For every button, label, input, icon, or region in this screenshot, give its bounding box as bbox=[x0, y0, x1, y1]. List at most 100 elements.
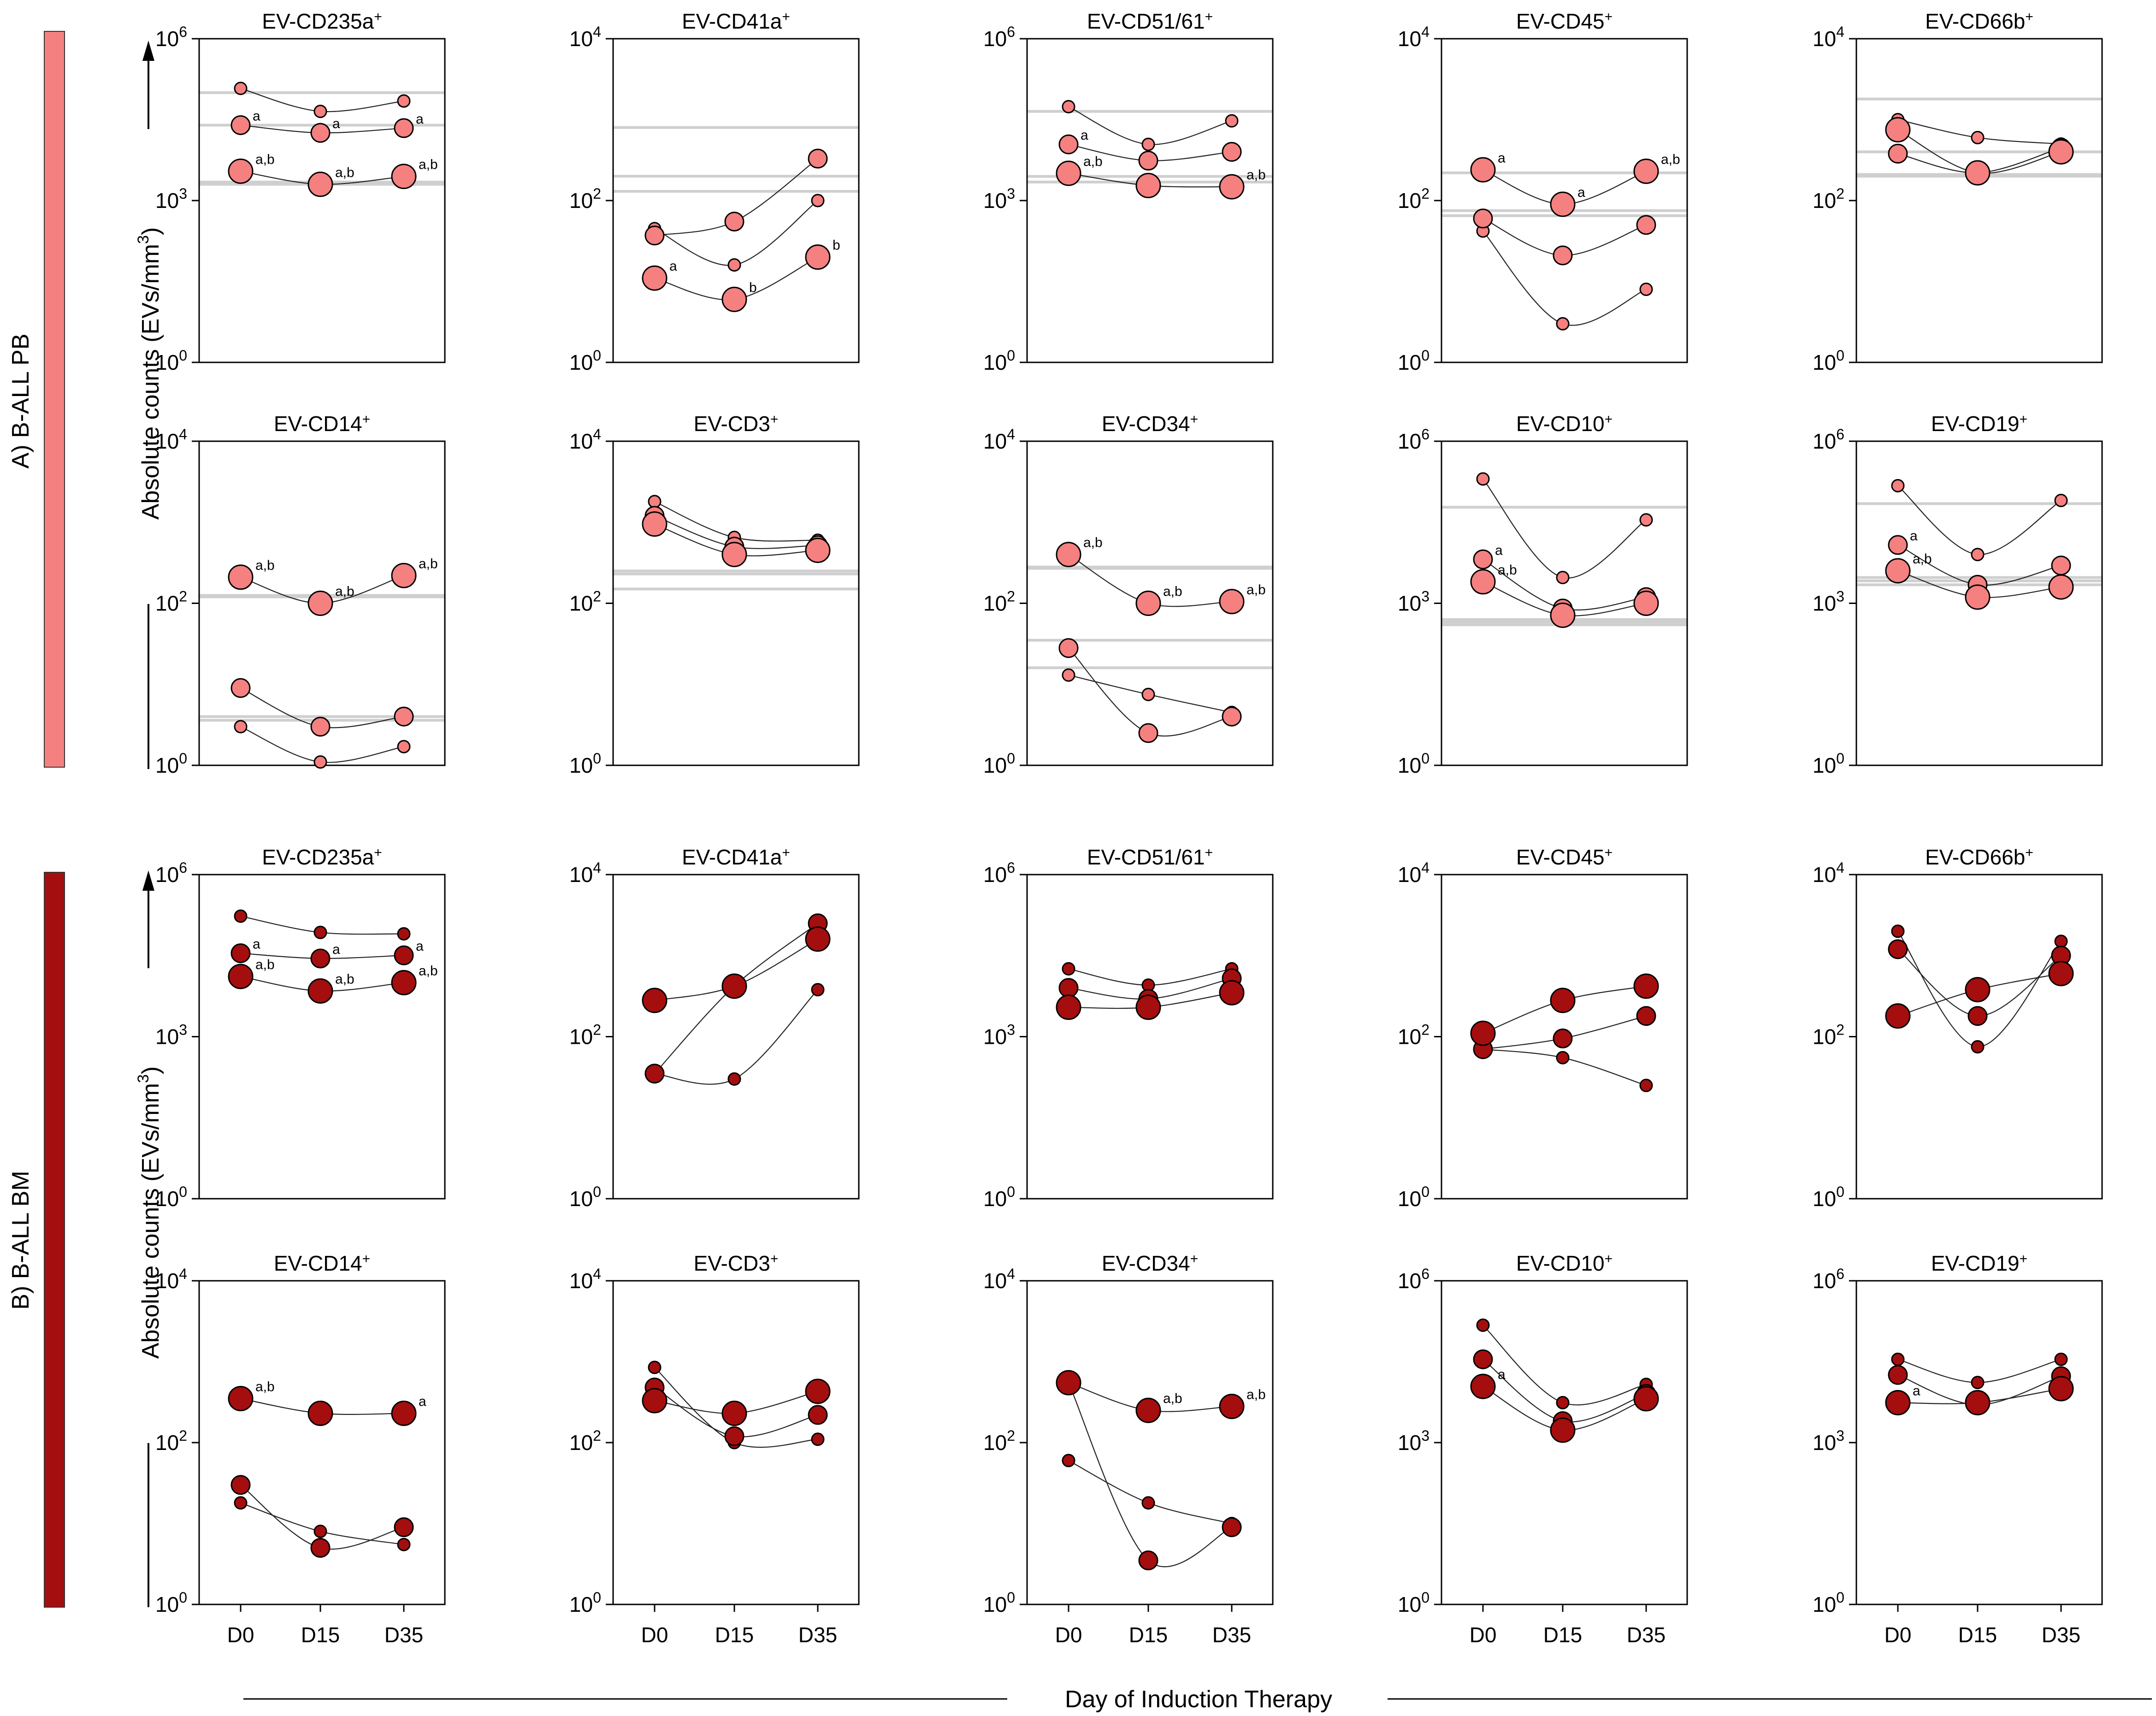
data-point-patient-1 bbox=[1891, 1352, 1905, 1366]
data-point-patient-3 bbox=[1219, 980, 1245, 1006]
y-tick-label: 106 bbox=[1813, 1266, 1844, 1293]
y-tick-label: 103 bbox=[1813, 588, 1844, 615]
data-point-patient-2 bbox=[644, 1064, 665, 1084]
y-tick-label: 100 bbox=[1398, 1589, 1429, 1616]
data-point-patient-1 bbox=[1891, 479, 1905, 493]
y-tick-label: 104 bbox=[1813, 24, 1844, 51]
data-point-patient-1 bbox=[1639, 513, 1653, 527]
significance-label: a,b bbox=[419, 556, 438, 571]
data-point-patient-2 bbox=[1058, 638, 1079, 658]
data-point-patient-3 bbox=[642, 511, 667, 537]
panel-title: EV-CD45+ bbox=[1516, 845, 1613, 869]
y-tick-label: 100 bbox=[1813, 347, 1844, 374]
data-point-patient-2 bbox=[230, 1475, 251, 1495]
y-tick-label: 102 bbox=[569, 1427, 601, 1455]
data-point-patient-3 bbox=[1633, 159, 1659, 184]
data-point-patient-1 bbox=[811, 194, 825, 207]
y-tick-label: 102 bbox=[155, 588, 187, 615]
y-tick-label: 100 bbox=[983, 1183, 1015, 1211]
data-point-patient-3 bbox=[2048, 139, 2074, 165]
data-point-patient-1 bbox=[1971, 1040, 1985, 1053]
data-point-patient-2 bbox=[1138, 150, 1158, 171]
x-tick-label: D35 bbox=[2042, 1623, 2080, 1647]
data-point-patient-3 bbox=[1633, 973, 1659, 999]
data-point-patient-3 bbox=[391, 164, 417, 189]
y-tick-label: 103 bbox=[983, 185, 1015, 213]
data-point-patient-3 bbox=[391, 970, 417, 995]
significance-label: a bbox=[416, 112, 424, 127]
panel-bm-15: EV-CD14+ 100 102 104 D0 D15 D35 a,b a bbox=[155, 1251, 446, 1647]
significance-label: a,b bbox=[1246, 167, 1266, 183]
data-point-patient-3 bbox=[1056, 160, 1081, 186]
data-point-patient-1 bbox=[234, 720, 248, 734]
data-point-patient-1 bbox=[1891, 924, 1905, 938]
data-point-patient-3 bbox=[721, 542, 747, 568]
y-tick-label: 104 bbox=[1398, 859, 1429, 887]
data-point-patient-1 bbox=[1062, 100, 1075, 113]
x-tick-label: D15 bbox=[1129, 1623, 1168, 1647]
y-tick-label: 100 bbox=[1398, 750, 1429, 777]
data-point-patient-3 bbox=[2048, 961, 2074, 987]
significance-label: a bbox=[419, 1394, 426, 1409]
data-point-patient-3 bbox=[307, 172, 333, 197]
y-tick-label: 102 bbox=[1398, 1022, 1429, 1049]
y-arrow-head-0 bbox=[142, 41, 154, 61]
y-tick-label: 104 bbox=[983, 426, 1015, 453]
series-line-patient-1 bbox=[1483, 1325, 1647, 1406]
significance-label: a bbox=[1913, 1383, 1920, 1398]
panel-title: EV-CD41a+ bbox=[682, 845, 790, 869]
data-point-patient-1 bbox=[727, 1072, 741, 1086]
data-point-patient-2 bbox=[1636, 215, 1656, 235]
data-point-patient-2 bbox=[310, 123, 331, 143]
plot-frame bbox=[1026, 38, 1274, 363]
significance-label: a,b bbox=[419, 963, 438, 978]
y-arrow-head-1 bbox=[142, 870, 154, 891]
x-tick-label: D15 bbox=[1543, 1623, 1582, 1647]
panel-title: EV-CD34+ bbox=[1102, 412, 1198, 436]
data-point-patient-2 bbox=[1553, 245, 1573, 266]
y-axis-label-end: ) bbox=[137, 227, 164, 235]
y-axis-label-0: Absolute counts (EVs/mm3) bbox=[135, 227, 164, 520]
data-point-patient-1 bbox=[313, 1525, 327, 1538]
significance-label: a,b bbox=[255, 957, 275, 972]
y-tick-label: 106 bbox=[983, 859, 1015, 887]
panel-title: EV-CD51/61+ bbox=[1087, 845, 1213, 869]
data-point-patient-2 bbox=[230, 115, 251, 135]
panel-pb-8: EV-CD10+ 100 103 106 a a,b bbox=[1398, 412, 1688, 777]
series-line-patient-1 bbox=[1068, 1460, 1232, 1524]
significance-label: a bbox=[253, 937, 260, 952]
data-point-patient-1 bbox=[1556, 1051, 1570, 1065]
y-tick-label: 103 bbox=[1813, 1427, 1844, 1455]
x-tick-label: D15 bbox=[301, 1623, 340, 1647]
data-point-patient-1 bbox=[234, 909, 248, 923]
y-tick-label: 100 bbox=[1813, 750, 1844, 777]
data-point-patient-3 bbox=[307, 978, 333, 1004]
y-tick-label: 100 bbox=[569, 347, 601, 374]
data-point-patient-2 bbox=[1473, 1349, 1493, 1369]
significance-label: a,b bbox=[1246, 582, 1266, 598]
data-point-patient-3 bbox=[1135, 994, 1161, 1020]
panel-pb-7: EV-CD34+ 100 102 104 a,b a,b a,b bbox=[983, 412, 1274, 777]
y-axis-label-text: Absolute counts (EVs/mm bbox=[137, 244, 164, 520]
series-line-patient-1 bbox=[654, 989, 818, 1085]
data-point-patient-2 bbox=[230, 943, 251, 964]
data-point-patient-3 bbox=[1470, 157, 1496, 183]
panel-pb-0: EV-CD235a+ 100 103 106 a a a a,b a,b a,b bbox=[155, 9, 446, 374]
y-tick-label: 104 bbox=[569, 426, 601, 453]
y-axis-label-text: Absolute counts (EVs/mm bbox=[137, 1083, 164, 1359]
data-point-patient-3 bbox=[391, 562, 417, 588]
significance-label: a,b bbox=[255, 1379, 275, 1395]
data-point-patient-3 bbox=[1219, 589, 1245, 615]
significance-label: a,b bbox=[255, 558, 275, 573]
data-point-patient-2 bbox=[394, 945, 414, 965]
data-point-patient-3 bbox=[307, 1401, 333, 1426]
panel-pb-6: EV-CD3+ 100 102 104 bbox=[569, 412, 860, 777]
data-point-patient-3 bbox=[228, 1386, 254, 1412]
x-tick-label: D0 bbox=[1470, 1623, 1497, 1647]
panel-title: EV-CD66b+ bbox=[1925, 845, 2033, 869]
data-point-patient-1 bbox=[1062, 1454, 1075, 1467]
data-point-patient-2 bbox=[1138, 723, 1158, 743]
data-point-patient-3 bbox=[2048, 574, 2074, 600]
data-point-patient-3 bbox=[1965, 1390, 1991, 1415]
